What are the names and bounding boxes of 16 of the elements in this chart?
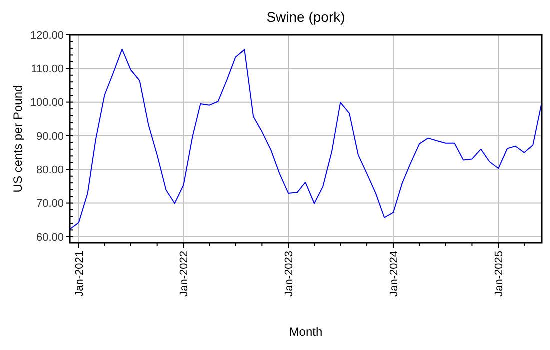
y-tick-label: 60.00 <box>36 232 64 244</box>
y-tick-label: 120.00 <box>30 30 64 42</box>
x-tick-label: Jan-2024 <box>388 251 400 297</box>
y-tick-label: 110.00 <box>31 64 64 76</box>
x-tick-label: Jan-2025 <box>493 251 506 297</box>
chart-title: Swine (pork) <box>266 9 346 25</box>
y-tick-label: 70.00 <box>36 198 64 210</box>
x-tick-label: Jan-2023 <box>283 251 296 297</box>
x-tick-label: Jan-2022 <box>178 251 191 297</box>
y-tick-label: 80.00 <box>36 164 64 176</box>
x-axis-title: Month <box>289 325 323 339</box>
x-tick-label: Jan-2021 <box>74 251 86 297</box>
y-tick-label: 100.00 <box>30 97 64 110</box>
line-series <box>70 48 542 230</box>
y-axis-title: US cents per Pound <box>11 85 25 193</box>
y-tick-label: 90.00 <box>36 130 64 143</box>
